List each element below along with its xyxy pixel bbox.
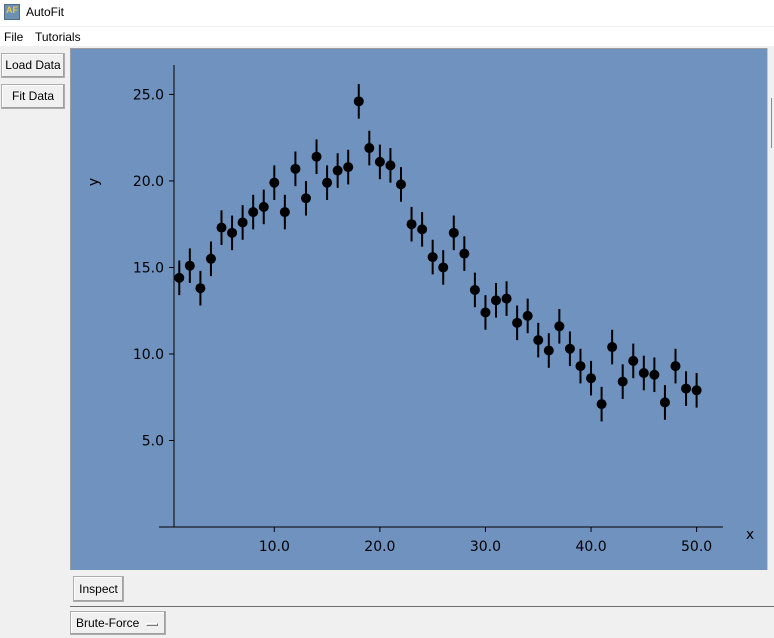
data-point bbox=[332, 165, 343, 176]
data-point bbox=[659, 397, 670, 408]
data-point bbox=[491, 295, 502, 306]
data-point bbox=[248, 207, 259, 218]
data-point bbox=[512, 317, 523, 328]
inspect-button[interactable]: Inspect bbox=[73, 576, 124, 602]
load-data-button[interactable]: Load Data bbox=[1, 53, 65, 78]
separator bbox=[70, 606, 774, 607]
data-point bbox=[343, 162, 354, 173]
data-point bbox=[564, 343, 575, 354]
data-point bbox=[174, 272, 185, 283]
data-point bbox=[279, 207, 290, 218]
title-bar: AF AutoFit bbox=[0, 0, 774, 26]
y-tick-label: 25.0 bbox=[133, 87, 164, 103]
y-tick-label: 15.0 bbox=[133, 260, 164, 276]
fit-method-dropdown[interactable]: Brute-Force bbox=[70, 611, 166, 635]
data-point bbox=[353, 96, 364, 107]
data-point bbox=[237, 217, 248, 228]
side-panel-strip bbox=[767, 48, 774, 570]
data-point bbox=[227, 227, 238, 238]
dropdown-indicator-icon bbox=[146, 623, 158, 626]
data-point bbox=[269, 177, 280, 188]
data-point bbox=[311, 151, 322, 162]
data-point bbox=[364, 143, 375, 154]
data-point bbox=[522, 310, 533, 321]
data-point bbox=[469, 284, 480, 295]
x-tick-label: 50.0 bbox=[681, 539, 712, 555]
data-point bbox=[216, 222, 227, 233]
data-point bbox=[501, 293, 512, 304]
data-point bbox=[290, 163, 301, 174]
data-point bbox=[586, 373, 597, 384]
x-tick-label: 30.0 bbox=[470, 539, 501, 555]
data-point bbox=[258, 201, 269, 212]
app-logo-icon: AF bbox=[4, 4, 20, 20]
data-point bbox=[554, 321, 565, 332]
data-point bbox=[385, 160, 396, 171]
window-title: AutoFit bbox=[26, 5, 65, 19]
data-point bbox=[607, 342, 618, 353]
x-tick-label: 10.0 bbox=[259, 539, 290, 555]
data-point bbox=[628, 355, 639, 366]
y-tick-label: 20.0 bbox=[133, 174, 164, 190]
data-point bbox=[575, 361, 586, 372]
data-point bbox=[596, 399, 607, 410]
x-axis-label: x bbox=[746, 527, 754, 543]
fit-method-selected: Brute-Force bbox=[76, 616, 140, 630]
data-point bbox=[205, 253, 216, 264]
data-point bbox=[184, 260, 195, 271]
menu-tutorials[interactable]: Tutorials bbox=[35, 30, 81, 44]
data-point bbox=[533, 335, 544, 346]
x-tick-label: 20.0 bbox=[364, 539, 395, 555]
data-point bbox=[681, 383, 692, 394]
data-point bbox=[670, 361, 681, 372]
data-point bbox=[417, 224, 428, 235]
data-point bbox=[395, 179, 406, 190]
data-point bbox=[649, 369, 660, 380]
data-point bbox=[438, 262, 449, 273]
data-point bbox=[480, 307, 491, 318]
data-point bbox=[459, 248, 470, 259]
y-tick-label: 10.0 bbox=[133, 347, 164, 363]
menu-file[interactable]: File bbox=[4, 30, 24, 44]
x-tick-label: 40.0 bbox=[575, 539, 606, 555]
data-point bbox=[691, 385, 702, 396]
data-point bbox=[322, 177, 333, 188]
data-point bbox=[543, 345, 554, 356]
fit-data-button[interactable]: Fit Data bbox=[1, 84, 65, 109]
data-point bbox=[638, 368, 649, 378]
scatter-chart: 10.0 20.0 30.0 40.0 50.0 5.0 10.0 15.0 20.0 25.0 x… bbox=[86, 65, 754, 555]
data-point bbox=[617, 376, 628, 387]
plot-area: 10.0 20.0 30.0 40.0 50.0 5.0 10.0 15.0 20.0 25.0 x… bbox=[70, 48, 767, 570]
y-tick-label: 5.0 bbox=[142, 433, 164, 449]
y-axis-label: y bbox=[86, 178, 102, 186]
data-point bbox=[300, 193, 311, 204]
data-point bbox=[195, 283, 206, 294]
data-point bbox=[448, 227, 459, 238]
data-point bbox=[427, 252, 438, 263]
data-point bbox=[406, 219, 417, 230]
data-point bbox=[374, 156, 385, 167]
menu-bar: File Tutorials bbox=[0, 27, 774, 46]
